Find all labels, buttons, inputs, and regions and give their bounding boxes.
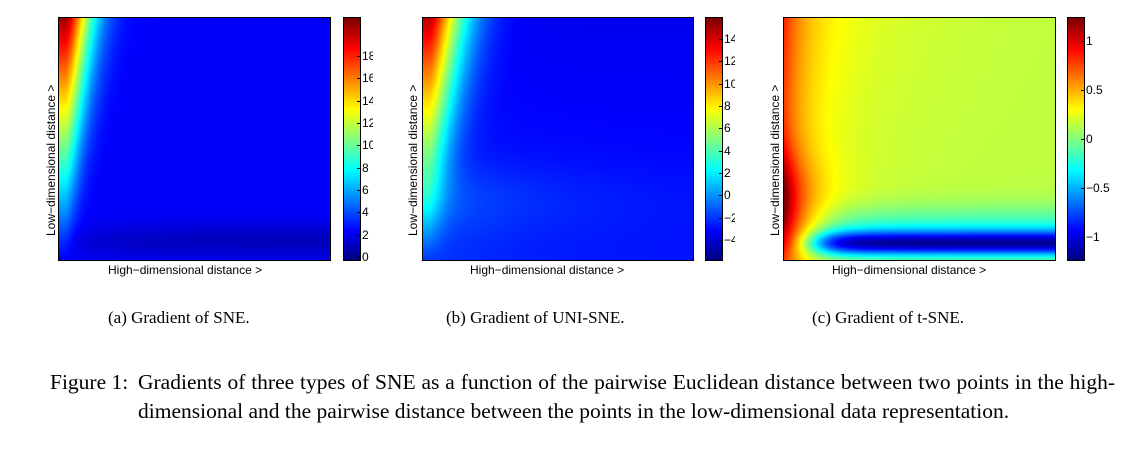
colorbar-tick-mark: [1081, 187, 1084, 189]
colorbar-tick-label: 10: [362, 139, 373, 152]
colorbar-tick-label: 0.5: [1086, 84, 1103, 97]
colorbar-tick-label: 2: [724, 166, 731, 179]
colorbar-tick-label: −4: [724, 233, 735, 246]
heatmap-sne: [58, 17, 331, 261]
heatmap-canvas: [423, 18, 693, 260]
colorbar-uni-sne: [705, 17, 723, 261]
colorbar-tick-label: 6: [724, 122, 731, 135]
y-axis-label: Low−dimensional distance >: [768, 84, 782, 236]
colorbar-tick-label: 14: [724, 32, 735, 45]
colorbar-tick-mark: [719, 61, 722, 63]
colorbar-tick-label: −2: [724, 211, 735, 224]
colorbar-tick-label: 0: [1086, 133, 1093, 145]
colorbar-tick-label: 2: [362, 228, 369, 241]
y-axis-label: Low−dimensional distance >: [44, 84, 58, 236]
colorbar-tick-mark: [719, 128, 722, 130]
colorbar-tick-mark: [357, 256, 360, 258]
colorbar-tick-mark: [719, 150, 722, 152]
colorbar-tick-label: 16: [362, 72, 373, 85]
colorbar-tick-mark: [357, 189, 360, 191]
colorbar-tick-mark: [357, 100, 360, 102]
subcaption: (b) Gradient of UNI-SNE.: [446, 308, 625, 327]
x-axis-label: High−dimensional distance >: [832, 263, 987, 277]
colorbar-t-sne: [1067, 17, 1085, 261]
figure-caption: Figure 1: Gradients of three types of SN…: [50, 368, 1115, 426]
x-axis-label: High−dimensional distance >: [108, 263, 263, 277]
colorbar-tick-mark: [357, 234, 360, 236]
subcaption: (a) Gradient of SNE.: [108, 308, 250, 327]
colorbar-tick-label: 0: [724, 189, 731, 202]
colorbar-tick-mark: [719, 172, 722, 174]
colorbar-tick-label: 1: [1086, 35, 1093, 48]
colorbar-tick-label: 8: [362, 161, 369, 174]
y-axis-label: Low−dimensional distance >: [406, 84, 420, 236]
colorbar-tick-mark: [357, 167, 360, 169]
colorbar-sne: [343, 17, 361, 261]
colorbar-tick-mark: [719, 105, 722, 107]
colorbar-tick-mark: [357, 123, 360, 125]
colorbar-tick-label: 0: [362, 250, 369, 263]
heatmap-uni-sne: [422, 17, 694, 261]
colorbar-tick-label: 14: [362, 94, 373, 107]
colorbar-tick-mark: [719, 239, 722, 241]
colorbar-tick-mark: [719, 217, 722, 219]
colorbar-tick-mark: [719, 83, 722, 85]
colorbar-tick-label: 18: [362, 50, 373, 63]
figure-label: Figure 1:: [50, 370, 129, 394]
x-axis-label: High−dimensional distance >: [470, 263, 625, 277]
colorbar-tick-label: 12: [724, 55, 735, 68]
colorbar-tick-mark: [1081, 90, 1084, 92]
colorbar-tick-mark: [719, 38, 722, 40]
colorbar-tick-mark: [1081, 236, 1084, 238]
subcaption: (c) Gradient of t-SNE.: [812, 308, 965, 327]
figure-caption-text: Gradients of three types of SNE as a fun…: [138, 370, 1115, 423]
colorbar-tick-label: 10: [724, 77, 735, 90]
colorbar-tick-label: −1: [1086, 230, 1100, 243]
colorbar-tick-mark: [357, 145, 360, 147]
colorbar-tick-label: 6: [362, 183, 369, 196]
colorbar-tick-mark: [719, 195, 722, 197]
colorbar-tick-label: 4: [362, 206, 369, 219]
heatmap-t-sne: [783, 17, 1056, 261]
colorbar-tick-mark: [357, 212, 360, 214]
colorbar-tick-label: 4: [724, 144, 731, 157]
colorbar-tick-mark: [357, 78, 360, 80]
colorbar-tick-label: 8: [724, 99, 731, 112]
colorbar-tick-mark: [1081, 139, 1084, 140]
colorbar-tick-label: −0.5: [1086, 181, 1110, 194]
heatmap-canvas: [59, 18, 330, 260]
colorbar-tick-mark: [357, 56, 360, 58]
heatmap-canvas: [784, 18, 1055, 260]
colorbar-tick-label: 12: [362, 117, 373, 130]
colorbar-tick-mark: [1081, 41, 1084, 43]
